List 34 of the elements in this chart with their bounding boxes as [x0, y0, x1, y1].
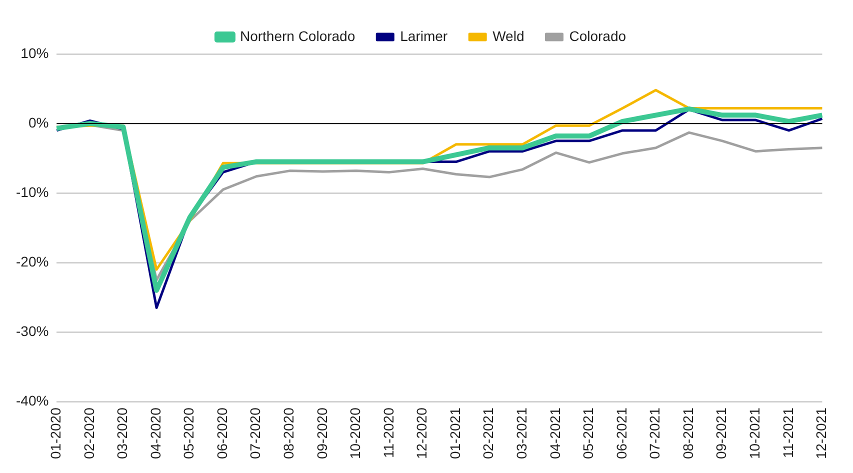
x-tick-label: 03-2021: [514, 407, 530, 460]
x-tick-label: 06-2021: [613, 407, 630, 460]
x-tick-label: 10-2021: [746, 407, 762, 460]
x-tick-label: 06-2020: [214, 407, 230, 460]
x-tick-label: 09-2021: [713, 407, 730, 460]
x-tick-label: 05-2020: [180, 407, 197, 460]
y-tick-label: 0%: [28, 114, 49, 130]
x-tick-label: 07-2020: [247, 407, 264, 460]
x-tick-label: 04-2020: [147, 407, 164, 460]
x-tick-label: 02-2021: [480, 407, 496, 460]
x-tick-label: 05-2021: [580, 407, 596, 460]
x-tick-label: 01-2020: [48, 407, 64, 460]
x-tick-label: 09-2020: [314, 407, 330, 460]
y-tick-label: -40%: [16, 392, 49, 408]
legend-label: Weld: [492, 28, 524, 44]
x-tick-label: 08-2021: [680, 407, 696, 460]
legend-label: Colorado: [569, 28, 626, 44]
x-tick-label: 10-2020: [347, 407, 364, 460]
x-tick-label: 08-2020: [280, 407, 297, 460]
x-tick-label: 03-2020: [114, 407, 130, 460]
x-tick-label: 11-2021: [780, 407, 796, 458]
y-tick-label: -20%: [16, 253, 49, 270]
x-tick-label: 04-2021: [546, 407, 563, 460]
x-tick-label: 01-2021: [446, 407, 463, 460]
x-tick-label: 12-2020: [414, 407, 430, 460]
x-tick-label: 12-2021: [813, 407, 830, 460]
y-tick-label: -30%: [16, 322, 49, 339]
y-tick-label: 10%: [20, 44, 49, 61]
legend-label: Larimer: [400, 28, 448, 44]
x-tick-label: 11-2020: [380, 407, 396, 458]
x-tick-label: 07-2021: [646, 407, 663, 460]
x-tick-label: 02-2020: [80, 407, 97, 460]
legend-label: Northern Colorado: [240, 28, 356, 44]
y-tick-label: -10%: [16, 184, 49, 200]
